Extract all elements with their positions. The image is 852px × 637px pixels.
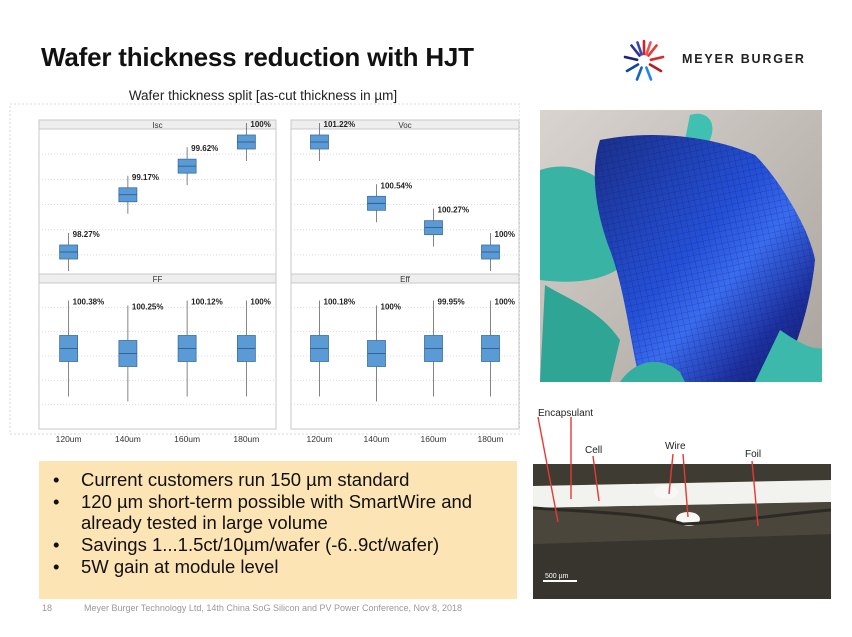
bullet-item: Current customers run 150 µm standard: [51, 469, 517, 490]
panel-frame: [290, 119, 520, 281]
data-label: 100%: [495, 298, 515, 307]
label-encapsulant: Encapsulant: [538, 408, 593, 419]
slide-title: Wafer thickness reduction with HJT: [41, 42, 474, 72]
label-wire: Wire: [665, 441, 686, 452]
panel-frame: [38, 273, 277, 430]
panel-frame: [38, 119, 277, 281]
logo-text: MEYER BURGER: [682, 52, 806, 66]
data-label: 100%: [250, 120, 270, 129]
flexible-wafer-photo: [540, 110, 822, 382]
bullet-item: 120 µm short-term possible with SmartWir…: [51, 491, 517, 533]
cross-section-micrograph: Encapsulant Cell Wire Foil 500 µm: [533, 408, 831, 599]
data-label: 100.27%: [438, 206, 470, 215]
bullet-box: Current customers run 150 µm standard 12…: [39, 461, 517, 599]
slide-footer: 18 Meyer Burger Technology Ltd, 14th Chin…: [42, 603, 462, 613]
x-tick-label: 140um: [115, 434, 141, 444]
meyer-burger-logo: MEYER BURGER: [620, 38, 820, 84]
panel-header: [290, 119, 520, 130]
panel-header: [290, 273, 520, 284]
data-label: 99.17%: [132, 173, 159, 182]
data-label: 100.12%: [191, 298, 223, 307]
data-label: 99.95%: [438, 298, 465, 307]
data-label: 100.54%: [381, 181, 413, 190]
data-label: 101.22%: [324, 120, 356, 129]
panel-frame: [290, 273, 520, 430]
footer-text: Meyer Burger Technology Ltd, 14th China …: [84, 603, 463, 613]
chart-title: Wafer thickness split [as-cut thickness …: [128, 88, 398, 103]
label-cell: Cell: [585, 445, 602, 456]
boxplot-chart: Wafer thickness split [as-cut thickness …: [6, 84, 520, 454]
bullet-item: 5W gain at module level: [51, 556, 517, 577]
data-label: 100%: [495, 230, 515, 239]
panel-title: FF: [153, 275, 163, 284]
logo-burst-icon: [623, 39, 665, 81]
data-label: 100.38%: [73, 298, 105, 307]
x-tick-label: 120um: [56, 434, 82, 444]
panel-title: Voc: [398, 121, 411, 130]
panel-title: Eff: [400, 275, 410, 284]
chart-svg: Isc 98.27% 99.17% 99.62% 100% Voc 101.22% 100.5…: [9, 103, 520, 444]
data-label: 99.62%: [191, 144, 218, 153]
x-tick-label: 160um: [174, 434, 200, 444]
x-tick-label: 180um: [478, 434, 504, 444]
panel-title: Isc: [152, 121, 162, 130]
bullet-list: Current customers run 150 µm standard 12…: [39, 461, 517, 577]
x-tick-label: 180um: [233, 434, 259, 444]
page-number: 18: [42, 603, 53, 613]
data-label: 100.25%: [132, 303, 164, 312]
x-tick-label: 140um: [364, 434, 390, 444]
x-tick-label: 120um: [307, 434, 333, 444]
label-foil: Foil: [745, 449, 761, 460]
data-label: 98.27%: [73, 230, 100, 239]
bullet-item: Savings 1...1.5ct/10µm/wafer (-6..9ct/wa…: [51, 534, 517, 555]
panel-header: [38, 273, 277, 284]
data-label: 100%: [381, 303, 401, 312]
data-label: 100.18%: [324, 298, 356, 307]
panel-header: [38, 119, 277, 130]
scale-bar-label: 500 µm: [545, 573, 569, 580]
x-tick-label: 160um: [421, 434, 447, 444]
data-label: 100%: [250, 298, 270, 307]
